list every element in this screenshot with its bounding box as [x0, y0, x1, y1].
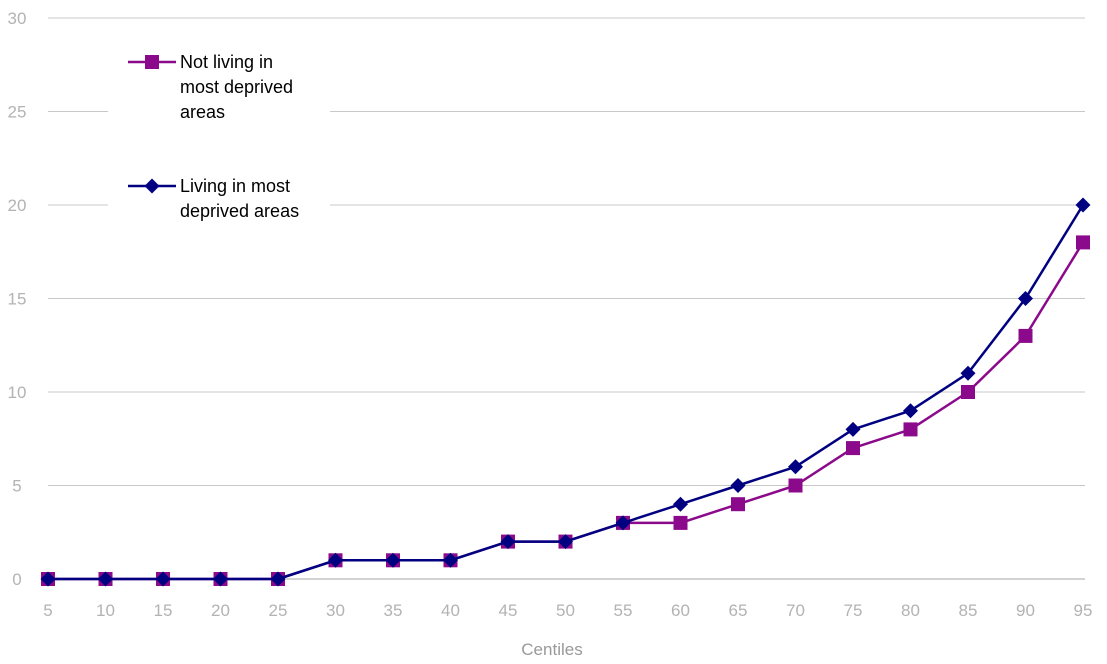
y-axis-tick-labels: 0 5 10 15 20 25 30: [8, 9, 27, 589]
x-tick-label: 20: [211, 601, 230, 620]
data-point: [845, 421, 861, 437]
legend-label: areas: [180, 102, 225, 122]
data-point: [155, 571, 171, 587]
x-tick-label: 45: [499, 601, 518, 620]
data-point: [385, 552, 401, 568]
data-point: [40, 571, 56, 587]
legend-label: Not living in: [180, 52, 273, 72]
y-tick-label: 25: [8, 103, 27, 122]
x-tick-label: 80: [901, 601, 920, 620]
data-point: [673, 496, 688, 512]
data-point: [213, 571, 228, 587]
x-tick-label: 85: [959, 601, 978, 620]
data-point: [961, 385, 975, 399]
data-point: [903, 403, 918, 419]
y-tick-label: 20: [8, 196, 27, 215]
data-point: [328, 552, 343, 568]
y-tick-label: 30: [8, 9, 27, 28]
data-point: [1018, 328, 1033, 343]
data-point: [1076, 235, 1090, 250]
x-tick-label: 5: [43, 601, 52, 620]
x-tick-label: 60: [671, 601, 690, 620]
series-layer: [40, 197, 1091, 587]
data-point: [615, 515, 631, 531]
x-tick-label: 15: [154, 601, 173, 620]
series-line: [48, 241, 1085, 581]
data-point: [558, 534, 573, 550]
data-point: [500, 534, 516, 550]
legend-label: Living in most: [180, 176, 290, 196]
x-tick-label: 95: [1074, 601, 1093, 620]
data-point: [788, 459, 803, 475]
x-tick-label: 50: [556, 601, 575, 620]
y-tick-label: 10: [8, 383, 27, 402]
data-point: [960, 365, 976, 381]
y-tick-label: 5: [12, 477, 21, 496]
series-not-deprived: [41, 235, 1090, 586]
data-point: [1075, 197, 1091, 213]
x-tick-label: 25: [269, 601, 288, 620]
data-point: [731, 497, 745, 512]
x-tick-label: 75: [844, 601, 863, 620]
x-axis-tick-labels: 5 10 15 20 25 30 35 40 45 50 55 60 65 70 75 80 85 90 95: [43, 601, 1092, 620]
data-point: [903, 422, 918, 437]
data-point: [1018, 291, 1033, 306]
x-axis-title: Centiles: [521, 640, 582, 659]
x-tick-label: 90: [1016, 601, 1035, 620]
legend-entry-not-deprived: Not living in most deprived areas: [128, 52, 293, 122]
legend-label: most deprived: [180, 77, 293, 97]
legend-label: deprived areas: [180, 201, 299, 221]
series-deprived: [40, 197, 1091, 587]
y-tick-label: 15: [8, 290, 27, 309]
x-tick-label: 65: [729, 601, 748, 620]
data-point: [788, 478, 803, 493]
x-tick-label: 40: [441, 601, 460, 620]
x-tick-label: 70: [786, 601, 805, 620]
legend-marker: [145, 55, 159, 69]
x-tick-label: 55: [614, 601, 633, 620]
legend-entry-deprived: Living in most deprived areas: [128, 176, 299, 221]
y-tick-label: 0: [12, 570, 21, 589]
data-point: [443, 552, 458, 568]
data-point: [730, 478, 746, 493]
data-point: [846, 441, 860, 456]
x-tick-label: 10: [96, 601, 115, 620]
legend: Not living in most deprived areas Living i…: [108, 40, 330, 240]
legend-background: [108, 40, 330, 240]
data-point: [673, 515, 688, 530]
data-point: [270, 571, 286, 587]
legend-marker: [144, 178, 160, 194]
x-tick-label: 30: [326, 601, 345, 620]
x-tick-label: 35: [384, 601, 403, 620]
data-point: [98, 571, 113, 587]
